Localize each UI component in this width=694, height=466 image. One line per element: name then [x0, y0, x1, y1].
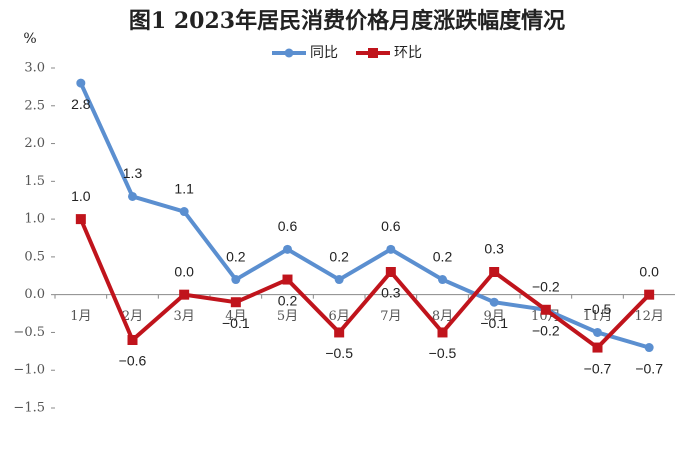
data-label: −0.7 — [584, 360, 612, 376]
data-label: 0.2 — [433, 248, 453, 264]
marker — [179, 207, 189, 217]
y-tick-label: 1.0 — [24, 212, 45, 227]
legend-marker — [284, 48, 294, 58]
data-label: 0.2 — [226, 248, 246, 264]
marker — [231, 275, 241, 285]
data-label: 1.3 — [123, 165, 143, 181]
marker — [76, 78, 86, 88]
data-label: 2.8 — [71, 96, 91, 112]
x-tick-label: 1月 — [70, 309, 91, 324]
marker — [334, 327, 345, 338]
series-line — [78, 218, 651, 351]
marker — [179, 289, 190, 300]
marker — [593, 327, 602, 337]
marker — [437, 327, 448, 338]
marker — [644, 289, 655, 300]
data-label: 0.0 — [174, 263, 194, 279]
y-tick-label: 0.5 — [24, 249, 45, 264]
marker — [540, 304, 551, 315]
marker — [75, 214, 86, 225]
marker — [127, 335, 138, 345]
marker — [385, 267, 396, 277]
x-tick-label: 3月 — [174, 309, 195, 324]
marker — [438, 275, 447, 285]
y-tick-label: 2.5 — [24, 98, 45, 113]
x-tick-label: 7月 — [380, 309, 401, 324]
data-label: −0.2 — [532, 322, 560, 338]
data-label: −0.7 — [635, 360, 663, 376]
data-label: −0.1 — [480, 315, 508, 331]
data-label: −0.5 — [429, 345, 457, 361]
x-tick-label: 4月 — [225, 309, 246, 324]
x-tick-label: 12月 — [634, 309, 664, 324]
legend-marker — [368, 48, 378, 58]
marker — [592, 342, 603, 353]
y-tick-label: 3.0 — [24, 61, 45, 76]
marker — [386, 244, 396, 254]
marker — [230, 297, 241, 308]
legend-label: 同比 — [310, 45, 338, 61]
y-tick-label: −0.5 — [13, 325, 45, 340]
data-label: 1.1 — [174, 180, 194, 196]
y-tick-label: 0.0 — [24, 287, 45, 302]
data-label: −0.5 — [325, 345, 353, 361]
marker — [282, 274, 293, 285]
data-label: −0.2 — [532, 278, 560, 294]
marker — [489, 297, 499, 307]
data-label: 0.2 — [278, 292, 298, 308]
marker — [644, 343, 654, 353]
data-label: −0.5 — [584, 301, 612, 317]
data-label: 0.6 — [278, 218, 298, 234]
x-tick-label: 11月 — [583, 309, 613, 324]
data-label: 0.3 — [381, 285, 401, 301]
data-label: −0.6 — [119, 353, 147, 369]
chart-title: 图1 2023年居民消费价格月度涨跌幅度情况 — [129, 8, 565, 34]
x-tick-label: 9月 — [484, 309, 505, 324]
y-tick-label: 1.5 — [24, 174, 45, 189]
x-tick-label: 5月 — [277, 309, 298, 324]
y-tick-label: −1.5 — [13, 401, 45, 416]
marker — [334, 275, 344, 285]
y-tick-label: 2.0 — [24, 136, 45, 151]
data-label: 0.3 — [484, 241, 504, 257]
x-tick-label: 8月 — [432, 309, 453, 324]
data-label: 0.6 — [381, 218, 401, 234]
x-tick-label: 6月 — [329, 309, 350, 324]
x-tick-label: 2月 — [122, 309, 143, 324]
y-tick-label: −1.0 — [13, 363, 45, 378]
data-label: −0.1 — [222, 315, 250, 331]
data-label: 0.0 — [639, 263, 659, 279]
marker — [283, 244, 292, 254]
legend-label: 环比 — [394, 45, 422, 61]
marker — [128, 191, 137, 201]
y-axis-label: % — [23, 31, 36, 47]
data-label: 1.0 — [71, 188, 91, 204]
series-line — [79, 82, 650, 350]
marker — [489, 267, 500, 277]
data-label: 0.2 — [329, 248, 349, 264]
